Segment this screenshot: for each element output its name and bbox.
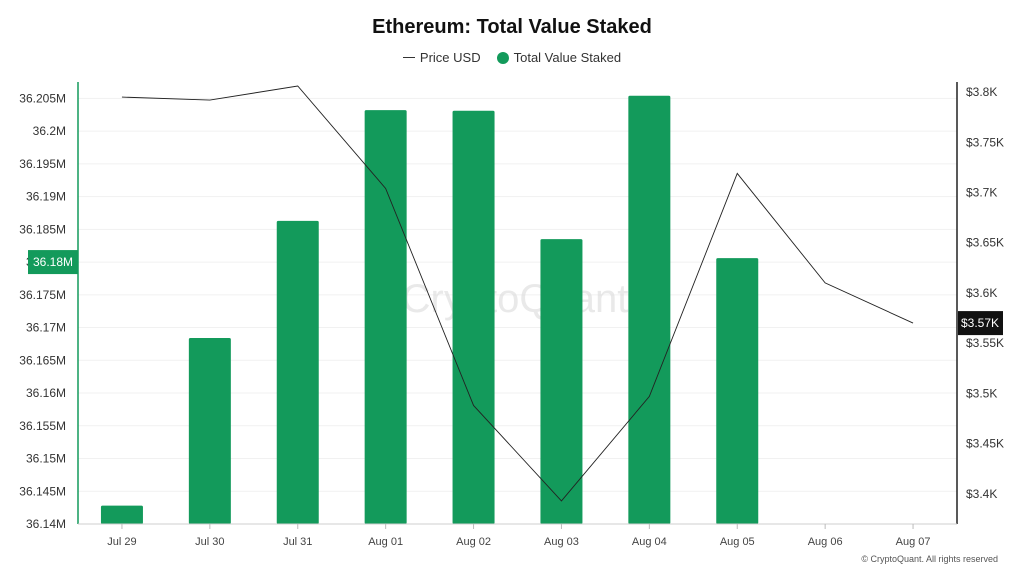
x-tick-label: Jul 31 — [283, 536, 312, 548]
right-tick-label: $3.75K — [966, 135, 1004, 149]
right-tick-label: $3.45K — [966, 437, 1004, 451]
left-tick-label: 36.175M — [19, 288, 66, 302]
x-tick-label: Aug 04 — [632, 536, 667, 548]
left-tick-label: 36.17M — [26, 321, 66, 335]
x-tick-label: Aug 06 — [808, 536, 843, 548]
bar-aug-01 — [364, 110, 407, 524]
chart-title: Ethereum: Total Value Staked — [372, 16, 652, 38]
bar-aug-03 — [540, 239, 583, 524]
x-axis-ticks: Jul 29 Jul 30 Jul 31 Aug 01 Aug 02 Aug 03 Aug … — [107, 524, 930, 548]
copyright-text: © CryptoQuant. All rights reserved — [861, 554, 998, 564]
bar-aug-05 — [716, 258, 759, 524]
legend-item-price[interactable]: Price USD — [402, 50, 481, 65]
axis-highlights: 36.18M $3.57K — [28, 250, 1003, 336]
left-tick-label: 36.195M — [19, 157, 66, 171]
right-value-marker — [958, 311, 1003, 336]
bar-jul-31 — [276, 220, 319, 524]
left-tick-label: 36.185M — [19, 222, 66, 236]
right-axis-ticks: $3.4K $3.45K $3.5K $3.55K $3.6K $3.65K $3.7K $3… — [966, 85, 1004, 501]
left-tick-label: 36.19M — [26, 190, 66, 204]
x-tick-label: Aug 02 — [456, 536, 491, 548]
left-tick-label: 36.14M — [26, 517, 66, 531]
line-series — [121, 85, 914, 502]
right-tick-label: $3.65K — [966, 236, 1004, 250]
x-tick-label: Aug 05 — [720, 536, 755, 548]
left-axis-ticks: 36.14M 36.145M 36.15M 36.155M 36.16M 36.165M 3… — [19, 91, 66, 531]
bar-jul-29 — [100, 505, 143, 524]
chart-legend: Price USD Total Value Staked — [0, 50, 1024, 65]
bar-jul-30 — [188, 338, 231, 524]
right-tick-label: $3.55K — [966, 336, 1004, 350]
left-tick-label: 36.16M — [26, 386, 66, 400]
axes — [77, 82, 958, 525]
legend-item-staked[interactable]: Total Value Staked — [496, 50, 622, 65]
right-tick-label: $3.4K — [966, 487, 997, 501]
x-tick-label: Aug 07 — [896, 536, 931, 548]
left-tick-label: 36.2M — [33, 124, 66, 138]
right-tick-label: $3.6K — [966, 286, 997, 300]
x-tick-label: Aug 03 — [544, 536, 579, 548]
bar-aug-02 — [452, 110, 495, 524]
x-tick-label: Aug 01 — [368, 536, 403, 548]
right-tick-label: $3.7K — [966, 186, 997, 200]
left-value-marker-label: 36.18M — [33, 255, 73, 269]
legend-line-swatch — [402, 57, 415, 58]
legend-label-staked: Total Value Staked — [513, 50, 622, 65]
right-tick-label: $3.8K — [966, 85, 997, 99]
bar-series — [100, 95, 759, 525]
bar-aug-04 — [628, 95, 671, 525]
left-tick-label: 36.165M — [19, 353, 66, 367]
left-tick-label: 36.145M — [19, 484, 66, 498]
legend-label-price: Price USD — [419, 50, 481, 65]
right-tick-label: $3.5K — [966, 386, 997, 400]
price-line — [121, 85, 914, 502]
left-value-marker — [28, 250, 78, 275]
x-tick-label: Jul 29 — [107, 536, 136, 548]
x-tick-label: Jul 30 — [195, 536, 224, 548]
left-tick-label: 36.155M — [19, 419, 66, 433]
left-tick-label: 36.15M — [26, 452, 66, 466]
watermark: CryptoQuant — [402, 277, 629, 321]
right-value-marker-label: $3.57K — [961, 316, 999, 330]
legend-dot-swatch — [496, 51, 509, 64]
left-tick-label: 36.205M — [19, 91, 66, 105]
